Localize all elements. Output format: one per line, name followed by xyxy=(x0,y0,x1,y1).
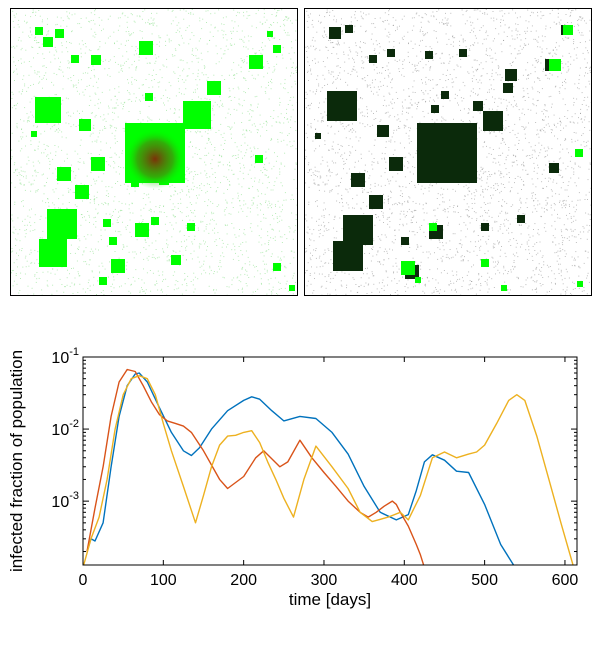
patch-square xyxy=(425,51,433,59)
patch-square-green xyxy=(501,285,507,291)
patch-square xyxy=(345,25,353,33)
patch-square xyxy=(43,37,53,47)
infection-line-chart: 0 100 200 300 400 500 600 10-3 10-2 10-1 time [d… xyxy=(7,346,579,609)
patch-square xyxy=(483,111,503,131)
patch-square-green xyxy=(577,281,583,287)
patch-square xyxy=(249,55,263,69)
x-tick-label: 200 xyxy=(230,572,257,589)
x-tick-label: 0 xyxy=(79,572,88,589)
patch-square-green xyxy=(415,277,421,283)
series-line-3 xyxy=(83,375,574,565)
patch-square xyxy=(151,217,159,225)
x-axis: 0 100 200 300 400 500 600 xyxy=(79,357,579,589)
patch-square xyxy=(91,157,105,171)
patch-square xyxy=(315,133,321,139)
patch-square xyxy=(473,101,483,111)
y-axis: 10-3 10-2 10-1 xyxy=(51,346,577,553)
patch-square xyxy=(75,185,89,199)
patch-square xyxy=(351,173,365,187)
patch-square xyxy=(327,91,357,121)
patch-square xyxy=(31,131,37,137)
patch-square xyxy=(389,157,403,171)
patch-square xyxy=(289,285,295,291)
patch-square xyxy=(79,119,91,131)
patch-square-green xyxy=(429,223,437,231)
x-tick-label: 400 xyxy=(391,572,418,589)
simulation-panel-late xyxy=(304,8,592,296)
patch-square xyxy=(441,91,449,99)
patch-square xyxy=(145,93,153,101)
simulation-panel-early xyxy=(10,8,298,296)
patch-square xyxy=(57,167,71,181)
patch-square xyxy=(517,215,525,223)
patch-square xyxy=(183,101,211,129)
patch-square xyxy=(401,237,409,245)
y-tick-label: 10-1 xyxy=(51,346,79,367)
patch-square xyxy=(35,27,43,35)
patch-square-green xyxy=(575,149,583,157)
patch-square xyxy=(549,163,559,173)
patch-square xyxy=(71,55,79,63)
patch-square xyxy=(273,45,281,53)
patch-square xyxy=(103,219,111,227)
patch-square xyxy=(369,55,377,63)
x-axis-label: time [days] xyxy=(289,590,371,609)
patch-square xyxy=(99,277,107,285)
patch-square xyxy=(503,83,513,93)
patch-square xyxy=(333,241,363,271)
axes-box xyxy=(82,356,578,566)
patch-square-green xyxy=(401,261,415,275)
patch-square xyxy=(55,29,64,38)
patch-square-green xyxy=(481,259,489,267)
patch-square xyxy=(505,69,517,81)
patch-square xyxy=(329,27,341,39)
patch-square xyxy=(273,263,281,271)
patch-square xyxy=(187,223,195,231)
patch-square xyxy=(35,97,61,123)
series-line-2 xyxy=(86,368,425,565)
y-axis-label: infected fraction of population xyxy=(7,350,26,572)
patch-square xyxy=(111,259,125,273)
patch-square xyxy=(267,31,273,37)
patch-square xyxy=(255,155,263,163)
patch-square xyxy=(387,49,395,57)
patch-square xyxy=(459,49,467,57)
patch-square xyxy=(39,239,67,267)
patch-square xyxy=(109,237,117,245)
patch-square xyxy=(91,55,101,65)
x-tick-label: 500 xyxy=(471,572,498,589)
patch-square-green xyxy=(549,59,561,71)
plot-area xyxy=(83,368,574,565)
x-tick-label: 600 xyxy=(552,572,579,589)
patch-square xyxy=(431,105,439,113)
patch-square xyxy=(481,223,489,231)
noise-dots xyxy=(305,9,591,295)
patch-square xyxy=(377,125,389,137)
patch-square xyxy=(207,81,221,95)
patch-square xyxy=(135,223,149,237)
patch-square-green xyxy=(563,25,573,35)
infection-hotspot xyxy=(125,129,185,189)
patch-square xyxy=(171,255,181,265)
patch-square xyxy=(417,123,477,183)
x-tick-label: 100 xyxy=(150,572,177,589)
patch-square xyxy=(47,209,77,239)
population-grid-late xyxy=(305,9,591,295)
patch-square xyxy=(343,215,373,245)
y-tick-label: 10-2 xyxy=(51,418,79,439)
y-tick-label: 10-3 xyxy=(51,490,79,511)
patch-square xyxy=(139,41,153,55)
patch-square xyxy=(369,195,383,209)
patch-square xyxy=(131,179,139,187)
x-tick-label: 300 xyxy=(311,572,338,589)
population-grid-early xyxy=(11,9,297,295)
